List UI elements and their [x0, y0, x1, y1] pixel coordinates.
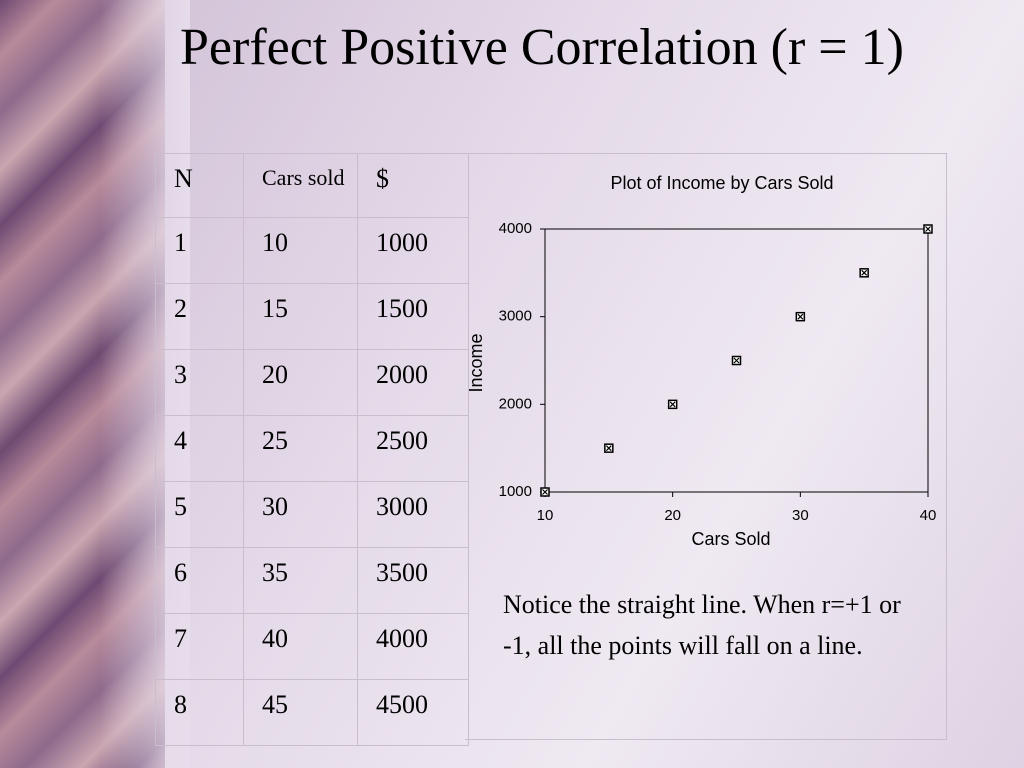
y-tick-label: 4000 — [499, 220, 532, 237]
table-row: 6 35 3500 — [155, 547, 469, 614]
table-cell: Cars sold — [243, 153, 358, 218]
table-row: 1 10 1000 — [155, 217, 469, 284]
table-row: 2 15 1500 — [155, 283, 469, 350]
table-row: 3 20 2000 — [155, 349, 469, 416]
table-cell: $ — [357, 153, 469, 218]
table-cell: 4500 — [357, 679, 469, 746]
table-cell: 8 — [155, 679, 244, 746]
table-cell: 4000 — [357, 613, 469, 680]
table-cell: 45 — [243, 679, 358, 746]
table-cell: N — [155, 153, 244, 218]
y-tick-label: 1000 — [499, 483, 532, 500]
table-cell: 2500 — [357, 415, 469, 482]
table-cell: 30 — [243, 481, 358, 548]
table-cell: 6 — [155, 547, 244, 614]
table-cell: 1500 — [357, 283, 469, 350]
point — [667, 399, 678, 410]
point — [795, 311, 806, 322]
plot-area — [544, 228, 929, 493]
chart-panel — [465, 153, 947, 740]
table-cell: 3 — [155, 349, 244, 416]
table-cell: 3500 — [357, 547, 469, 614]
table-cell: 4 — [155, 415, 244, 482]
table-cell: 35 — [243, 547, 358, 614]
table-cell: 1 — [155, 217, 244, 284]
table-cell: 15 — [243, 283, 358, 350]
table-row: 8 45 4500 — [155, 679, 469, 746]
table-cell: 1000 — [357, 217, 469, 284]
table-cell: 40 — [243, 613, 358, 680]
table-cell: 25 — [243, 415, 358, 482]
table-row: 7 40 4000 — [155, 613, 469, 680]
y-axis-label: Income — [466, 333, 486, 392]
x-tick-label: 40 — [920, 507, 937, 524]
x-axis-label: Cars Sold — [691, 529, 770, 549]
y-tick-label: 3000 — [499, 308, 532, 325]
point — [923, 224, 933, 234]
table-cell: 2 — [155, 283, 244, 350]
data-table: N Cars sold $1 10 1000 2 15 1500 3 20 2000 4 25 2500 5… — [155, 153, 469, 746]
note: Notice the straight line. When r=+1 or -… — [503, 590, 901, 660]
table-row: N Cars sold $ — [155, 153, 469, 218]
point — [731, 355, 742, 366]
point — [859, 268, 869, 278]
table-cell: 10 — [243, 217, 358, 284]
x-tick-label: 20 — [664, 507, 681, 524]
table-row: 5 30 3000 — [155, 481, 469, 548]
slide-title: Perfect Positive Correlation (r = 1) — [180, 19, 904, 76]
y-tick-label: 2000 — [499, 395, 532, 412]
table-cell: 2000 — [357, 349, 469, 416]
x-tick-label: 30 — [792, 507, 809, 524]
table-cell: 3000 — [357, 481, 469, 548]
point — [540, 487, 550, 497]
point — [604, 443, 614, 453]
chart-title: Plot of Income by Cars Sold — [610, 173, 833, 193]
table-cell: 7 — [155, 613, 244, 680]
x-tick-label: 10 — [537, 507, 554, 524]
table-cell: 20 — [243, 349, 358, 416]
chart: Plot of Income by Cars Sold Cars Sold In… — [466, 173, 937, 549]
table-row: 4 25 2500 — [155, 415, 469, 482]
table-cell: 5 — [155, 481, 244, 548]
